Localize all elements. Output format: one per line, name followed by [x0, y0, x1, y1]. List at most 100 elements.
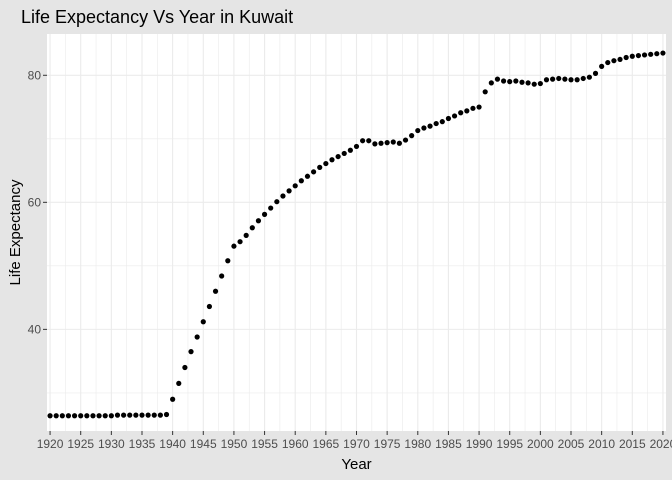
data-point	[543, 77, 550, 83]
data-point	[629, 53, 635, 59]
data-point	[231, 243, 237, 249]
data-point	[488, 80, 494, 86]
data-point	[157, 412, 163, 418]
data-point	[145, 412, 151, 418]
data-point	[482, 89, 488, 95]
data-point	[470, 105, 476, 111]
data-point	[402, 137, 409, 143]
data-point	[476, 104, 482, 110]
x-tick-label: 1990	[466, 437, 493, 451]
y-tick-label: 40	[28, 322, 42, 336]
data-point	[133, 412, 139, 418]
data-point	[507, 79, 513, 85]
data-point	[592, 70, 599, 76]
data-point	[366, 138, 372, 144]
data-point	[255, 218, 262, 224]
x-tick-label: 1920	[37, 437, 64, 451]
data-point	[660, 50, 666, 56]
data-point	[329, 157, 335, 163]
data-point	[127, 412, 133, 418]
y-axis-label: Life Expectancy	[7, 179, 24, 285]
data-point	[200, 319, 206, 325]
data-point	[537, 80, 543, 87]
data-point	[53, 413, 59, 419]
data-point	[390, 139, 396, 145]
data-point	[550, 76, 556, 82]
data-point	[219, 273, 225, 279]
data-point	[641, 52, 648, 58]
x-tick-label: 2005	[558, 437, 585, 451]
data-point	[427, 123, 433, 129]
data-point	[623, 54, 629, 61]
data-point	[65, 413, 72, 419]
x-tick-label: 1930	[98, 437, 125, 451]
data-point	[451, 113, 458, 119]
data-point	[464, 108, 470, 114]
data-point	[494, 76, 501, 82]
data-point	[372, 141, 378, 147]
data-point	[84, 413, 90, 419]
data-point	[249, 225, 255, 231]
data-point	[421, 125, 427, 131]
data-point	[409, 133, 415, 139]
x-tick-label: 1960	[282, 437, 309, 451]
data-point	[384, 140, 390, 146]
x-tick-label: 1945	[190, 437, 217, 451]
x-tick-label: 2000	[527, 437, 554, 451]
data-point	[654, 51, 660, 57]
data-point	[212, 288, 219, 294]
chart-title: Life Expectancy Vs Year in Kuwait	[21, 7, 293, 27]
x-axis-label: Year	[341, 456, 371, 473]
data-point	[635, 52, 642, 59]
data-point	[586, 74, 592, 80]
data-point	[286, 188, 292, 194]
data-point	[347, 147, 353, 153]
x-tick-label: 2015	[619, 437, 646, 451]
x-tick-label: 2010	[588, 437, 615, 451]
data-point	[360, 138, 366, 144]
data-point	[206, 303, 213, 310]
data-point	[59, 413, 65, 419]
x-axis-ticks: 1920 1925 1930 1935 1940 1945 1950 1955 1960 1965…	[37, 431, 672, 451]
data-point	[317, 164, 323, 170]
x-tick-label: 1975	[374, 437, 401, 451]
x-tick-label: 1995	[496, 437, 523, 451]
data-point	[335, 153, 341, 160]
data-point	[188, 349, 194, 355]
data-point	[513, 78, 519, 84]
data-point	[298, 178, 304, 184]
data-point	[90, 413, 96, 419]
data-point	[568, 77, 574, 83]
data-point	[47, 413, 53, 419]
data-point	[415, 127, 421, 134]
data-point	[280, 193, 286, 199]
data-point	[108, 413, 114, 419]
data-point	[261, 211, 268, 217]
data-point	[176, 380, 182, 386]
data-points	[47, 50, 666, 419]
y-tick-label: 60	[28, 195, 42, 209]
data-point	[304, 173, 311, 179]
data-point	[323, 160, 329, 167]
x-tick-label: 1925	[67, 437, 94, 451]
x-tick-label: 1970	[343, 437, 370, 451]
data-point	[556, 75, 562, 82]
data-point	[102, 413, 108, 419]
data-point	[500, 78, 507, 84]
data-point	[71, 413, 78, 419]
x-tick-label: 2020	[650, 437, 672, 451]
data-point	[433, 120, 439, 127]
data-point	[580, 75, 586, 82]
data-point	[163, 411, 170, 418]
x-tick-label: 1940	[159, 437, 186, 451]
x-tick-label: 1980	[404, 437, 431, 451]
data-point	[439, 119, 445, 125]
data-point	[605, 59, 611, 66]
data-point	[170, 396, 176, 402]
x-tick-label: 1985	[435, 437, 462, 451]
data-point	[617, 56, 623, 63]
data-point	[96, 413, 102, 419]
x-tick-label: 1950	[221, 437, 248, 451]
data-point	[574, 77, 580, 83]
data-point	[396, 140, 403, 146]
